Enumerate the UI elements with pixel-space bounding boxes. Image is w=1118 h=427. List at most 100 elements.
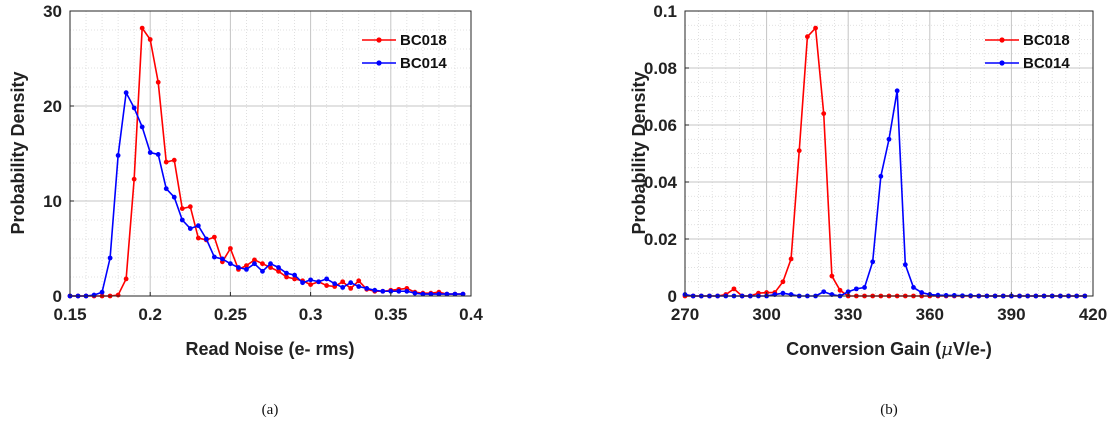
data-point-BC014	[894, 88, 900, 94]
data-point-BC018	[821, 111, 827, 116]
data-point-BC014	[348, 280, 354, 286]
data-point-BC014	[260, 268, 265, 274]
data-point-BC014	[179, 217, 185, 223]
data-point-BC014	[460, 291, 466, 297]
legend-label-BC014: BC014	[400, 55, 447, 72]
y-tick-labels-a: 0 10 20 30	[43, 2, 74, 306]
x-tick-labels-b: 270 300 330 360 390 420	[671, 292, 1107, 324]
data-point-BC014	[821, 289, 827, 295]
data-point-BC014	[195, 223, 201, 229]
data-point-BC014	[396, 288, 402, 294]
data-point-BC014	[300, 280, 305, 286]
data-point-BC018	[308, 282, 313, 287]
data-point-BC018	[268, 265, 273, 270]
data-point-BC018	[796, 148, 802, 154]
chart-panel-a: 0.15 0.2 0.25 0.3 0.35 0.4 0 10 20 30 BC018 BC014…	[8, 2, 483, 418]
data-point-BC018	[123, 276, 129, 282]
data-point-BC014	[886, 136, 892, 142]
y-tick-label: 0.02	[644, 230, 677, 249]
data-point-BC014	[171, 194, 177, 200]
x-tick-label: 270	[671, 305, 699, 324]
data-point-BC018	[356, 278, 362, 284]
data-point-BC018	[340, 279, 346, 285]
x-tick-label: 390	[997, 305, 1025, 324]
data-point-BC014	[292, 272, 297, 278]
data-point-BC018	[284, 274, 289, 280]
y-tick-label: 0.08	[644, 59, 677, 78]
y-tick-label: 0.04	[644, 173, 678, 192]
data-point-BC014	[252, 261, 257, 267]
data-point-BC018	[131, 176, 137, 182]
data-point-BC018	[324, 283, 330, 288]
data-point-BC018	[805, 34, 810, 40]
data-point-BC014	[244, 267, 249, 272]
series-group-a	[67, 25, 466, 299]
y-tick-labels-b: 0 0.02 0.04 0.06 0.08 0.1	[644, 2, 689, 306]
data-point-BC014	[388, 288, 394, 294]
data-point-BC018	[837, 287, 843, 293]
data-point-BC018	[260, 261, 265, 267]
legend-marker-BC014	[999, 60, 1005, 66]
data-point-BC014	[870, 259, 876, 265]
data-point-BC018	[276, 268, 281, 274]
y-tick-label: 0	[53, 287, 62, 306]
y-axis-label-a: Probability Density	[8, 71, 28, 234]
y-tick-label: 30	[43, 2, 62, 21]
x-axis-label-b: Conversion Gain (μV/e-)	[786, 339, 992, 360]
data-point-BC014	[935, 292, 941, 298]
data-point-BC014	[436, 291, 442, 297]
data-point-BC014	[236, 265, 241, 270]
data-point-BC014	[428, 291, 434, 297]
data-point-BC014	[139, 124, 145, 130]
data-point-BC014	[380, 288, 386, 294]
data-point-BC014	[163, 186, 169, 192]
legend-a: BC018 BC014	[362, 32, 447, 72]
y-tick-label: 0	[668, 287, 677, 306]
data-point-BC014	[780, 290, 786, 296]
plot-frame-b	[684, 10, 1094, 297]
data-point-BC014	[123, 90, 129, 96]
data-point-BC014	[219, 256, 225, 262]
data-point-BC018	[252, 257, 257, 263]
y-tick-label: 10	[43, 192, 62, 211]
data-point-BC014	[911, 285, 916, 290]
data-point-BC018	[829, 273, 835, 279]
data-point-BC018	[788, 256, 794, 262]
x-tick-label: 0.15	[53, 305, 86, 324]
caption-a: (a)	[262, 402, 279, 418]
data-point-BC014	[444, 291, 450, 297]
data-point-BC014	[372, 287, 378, 293]
data-point-BC014	[99, 289, 105, 295]
data-point-BC018	[780, 279, 786, 285]
data-point-BC014	[404, 288, 410, 294]
y-axis-label-b: Probability Density	[629, 71, 649, 234]
legend-label-BC014: BC014	[1023, 55, 1070, 72]
legend-label-BC018: BC018	[1023, 32, 1070, 49]
data-point-BC018	[171, 157, 177, 163]
data-point-BC018	[139, 25, 145, 31]
legend-marker-BC018	[999, 37, 1005, 43]
data-point-BC014	[420, 291, 426, 297]
x-axis-label-b-post: V/e-)	[953, 339, 992, 359]
x-tick-label: 0.3	[299, 305, 323, 324]
x-axis-label-b-pre: Conversion Gain (	[786, 339, 941, 359]
x-tick-labels-a: 0.15 0.2 0.25 0.3 0.35 0.4	[53, 292, 483, 324]
plot-frame-a	[69, 10, 472, 297]
chart-panel-b: 270 300 330 360 390 420 00.020.040.060.080.1 …	[629, 2, 1107, 418]
legend-marker-BC018	[376, 37, 382, 43]
legend-b: BC018 BC014	[985, 32, 1070, 72]
data-point-BC014	[91, 292, 97, 298]
data-point-BC014	[115, 153, 121, 158]
y-tick-label: 0.06	[644, 116, 677, 135]
data-point-BC018	[228, 246, 233, 251]
data-point-BC018	[244, 263, 249, 268]
data-point-BC018	[813, 25, 818, 31]
data-point-BC018	[147, 37, 153, 42]
data-point-BC018	[292, 276, 297, 282]
x-tick-label: 330	[834, 305, 862, 324]
data-point-BC018	[163, 159, 169, 165]
x-tick-label: 0.2	[138, 305, 162, 324]
data-point-BC018	[155, 79, 161, 85]
data-point-BC014	[316, 279, 322, 285]
